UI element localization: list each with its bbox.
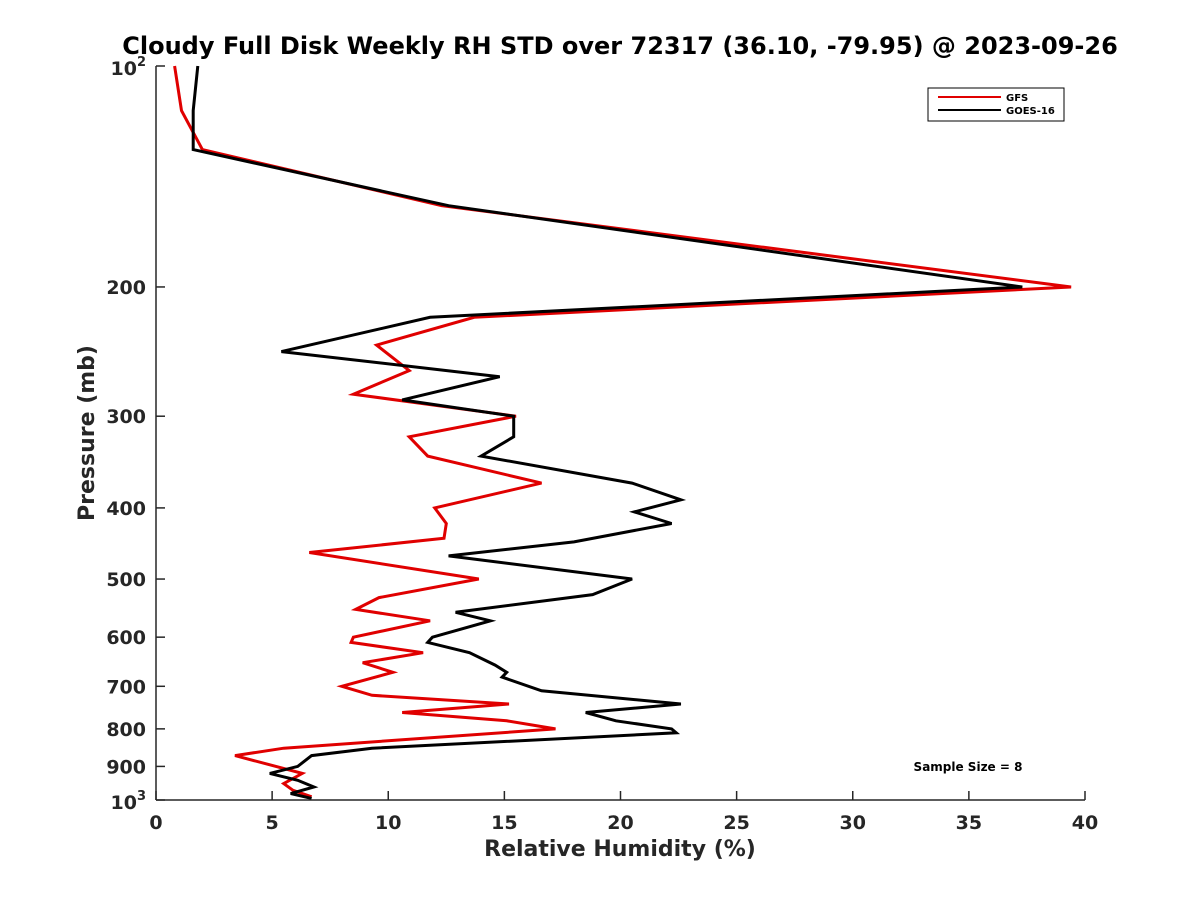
x-tick-label: 30 <box>840 812 866 834</box>
series-line-goes16 <box>191 65 1023 800</box>
y-tick-label: 900 <box>106 756 146 778</box>
x-tick-label: 0 <box>149 812 162 834</box>
y-tick-label: 400 <box>106 498 146 520</box>
y-tick-label: 600 <box>106 627 146 649</box>
x-tick-label: 20 <box>607 812 633 834</box>
x-tick-label: 25 <box>723 812 749 834</box>
x-tick-label: 10 <box>375 812 401 834</box>
series-line-gfs <box>173 65 1072 799</box>
y-tick-label: 103 <box>111 789 147 814</box>
plot-area <box>173 65 1072 800</box>
legend-label-goes16: GOES-16 <box>1006 106 1055 117</box>
y-ticks: 102 200 300 400 500 600 700 800 900 103 <box>106 55 165 814</box>
x-tick-label: 40 <box>1072 812 1098 834</box>
x-tick-label: 15 <box>491 812 517 834</box>
x-ticks: 0 5 10 15 20 25 30 35 40 <box>149 791 1098 834</box>
y-tick-label: 500 <box>106 569 146 591</box>
legend-box <box>927 87 1065 122</box>
sample-size-annotation: Sample Size = 8 <box>914 760 1023 774</box>
x-axis-label: Relative Humidity (%) <box>484 837 756 862</box>
y-tick-label: 102 <box>111 55 147 80</box>
x-tick-label: 5 <box>266 812 279 834</box>
legend: GFS GOES-16 <box>927 87 1065 122</box>
y-axis-label: Pressure (mb) <box>75 345 100 521</box>
legend-label-gfs: GFS <box>1006 93 1028 104</box>
y-tick-label: 700 <box>106 676 146 698</box>
y-tick-label: 200 <box>106 277 146 299</box>
y-tick-label: 800 <box>106 719 146 741</box>
chart-title: Cloudy Full Disk Weekly RH STD over 7231… <box>122 32 1118 60</box>
x-tick-label: 35 <box>956 812 982 834</box>
y-tick-label: 300 <box>106 406 146 428</box>
